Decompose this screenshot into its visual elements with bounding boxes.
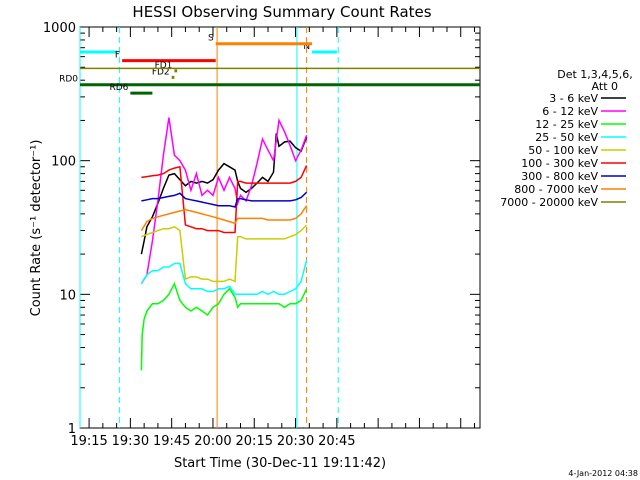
series-line: [140, 117, 308, 285]
series-line: [140, 205, 308, 231]
date-stamp: 4-Jan-2012 04:38: [568, 469, 638, 478]
legend-entry-label: 6 - 12 keV: [542, 105, 598, 118]
legend-entry-label: 800 - 7000 keV: [514, 183, 598, 196]
x-tick-label: 19:30: [112, 434, 149, 449]
plot-area: 1 10 100 1000 19:15 19:30 19:45 20:00 20:15 20:30…: [43, 21, 481, 449]
x-tick-label: 20:45: [318, 434, 355, 449]
legend-entry-label: 7000 - 20000 keV: [500, 196, 598, 209]
flag-label: RD6: [109, 83, 128, 93]
flag-label: FD2: [152, 67, 170, 77]
flag-label: S: [208, 34, 214, 44]
legend-entry-label: 100 - 300 keV: [521, 157, 598, 170]
plot-frame: [79, 26, 481, 429]
y-tick-label: 10: [59, 288, 76, 303]
x-tick-label: 19:45: [153, 434, 190, 449]
legend-entry-label: 50 - 100 keV: [528, 144, 598, 157]
series-line: [140, 281, 308, 371]
series-line: [141, 191, 308, 208]
chart-title: HESSI Observing Summary Count Rates: [132, 3, 431, 21]
x-tick-label: 20:00: [194, 434, 231, 449]
legend-entry-label: 12 - 25 keV: [535, 118, 598, 131]
x-axis-label: Start Time (30-Dec-11 19:11:42): [174, 456, 386, 471]
legend-entry-label: 3 - 6 keV: [549, 92, 598, 105]
flag-label: FD1: [155, 61, 173, 71]
y-tick-label: 100: [51, 155, 76, 170]
series-line: [141, 224, 308, 283]
y-tick-label: 1000: [43, 21, 76, 36]
y-tick-label: 1: [68, 422, 76, 437]
y-axis-label: Count Rate (s⁻¹ detector⁻¹): [29, 140, 44, 317]
series-line: [140, 260, 308, 296]
series-line: [140, 133, 308, 255]
legend-title: Det 1,3,4,5,6,: [557, 68, 633, 81]
flag-label: N: [303, 42, 310, 52]
x-tick-label: 19:15: [70, 434, 107, 449]
flag-label: RD0: [59, 75, 78, 85]
legend-title: Att 0: [592, 80, 618, 93]
x-tick-label: 20:30: [277, 434, 314, 449]
flag-label: F: [115, 51, 120, 61]
legend-entry-label: 25 - 50 keV: [535, 131, 598, 144]
legend-entry-label: 300 - 800 keV: [521, 170, 598, 183]
series-line: [141, 165, 308, 234]
x-tick-label: 20:15: [236, 434, 273, 449]
